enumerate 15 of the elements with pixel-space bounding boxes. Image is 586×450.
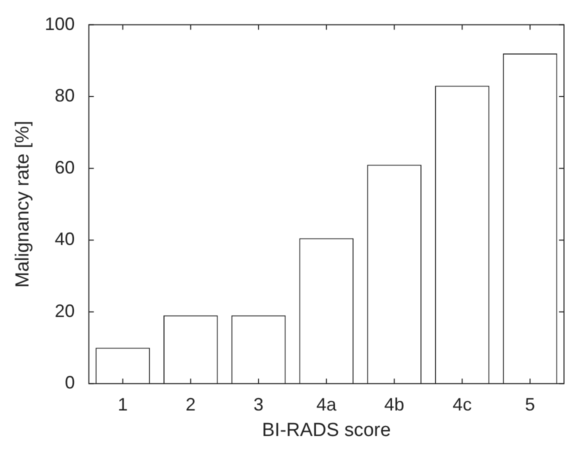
x-tick-label: 4a xyxy=(316,394,338,414)
y-tick-label: 40 xyxy=(54,229,75,250)
x-tick-label: 4b xyxy=(384,394,404,414)
x-tick-label: 4c xyxy=(452,394,472,414)
x-tick-label: 3 xyxy=(254,394,264,414)
x-tick-label: 1 xyxy=(118,394,128,414)
x-tick-label: 5 xyxy=(525,394,536,414)
x-tick-label: 2 xyxy=(186,394,196,414)
y-tick-label: 20 xyxy=(54,300,75,321)
y-axis-title: Malignancy rate [%] xyxy=(12,120,34,288)
y-tick-label: 100 xyxy=(44,14,75,34)
x-axis-title: BI-RADS score xyxy=(262,420,391,441)
y-tick-label: 80 xyxy=(54,86,75,106)
y-tick-label: 60 xyxy=(54,157,75,178)
y-tick-label: 0 xyxy=(64,372,75,393)
